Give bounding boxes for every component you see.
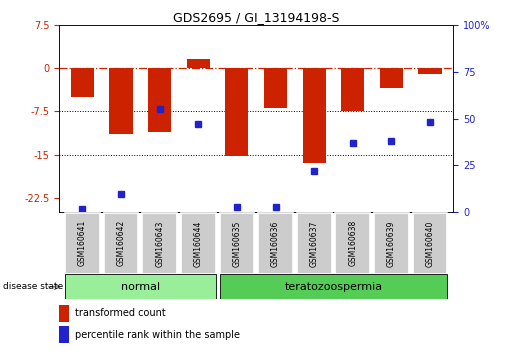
Bar xyxy=(264,68,287,108)
Bar xyxy=(219,213,254,274)
Text: percentile rank within the sample: percentile rank within the sample xyxy=(75,330,240,339)
Text: GSM160635: GSM160635 xyxy=(232,220,242,267)
Text: GSM160636: GSM160636 xyxy=(271,220,280,267)
Bar xyxy=(59,326,69,343)
Bar xyxy=(302,68,325,163)
Bar xyxy=(104,213,139,274)
Text: GSM160637: GSM160637 xyxy=(310,220,319,267)
Text: transformed count: transformed count xyxy=(75,308,166,318)
Text: GSM160638: GSM160638 xyxy=(348,220,357,267)
Text: GSM160643: GSM160643 xyxy=(155,220,164,267)
Bar xyxy=(374,213,409,274)
Text: GSM160640: GSM160640 xyxy=(425,220,435,267)
Bar xyxy=(186,59,210,68)
Bar xyxy=(59,305,69,322)
Text: teratozoospermia: teratozoospermia xyxy=(284,282,383,292)
Bar xyxy=(142,213,177,274)
Bar xyxy=(335,213,370,274)
Bar xyxy=(258,213,293,274)
Text: normal: normal xyxy=(121,282,160,292)
Bar xyxy=(65,274,216,299)
Text: GSM160644: GSM160644 xyxy=(194,220,203,267)
Bar xyxy=(226,68,248,156)
Title: GDS2695 / GI_13194198-S: GDS2695 / GI_13194198-S xyxy=(173,11,339,24)
Bar xyxy=(181,213,216,274)
Bar xyxy=(109,68,132,135)
Bar xyxy=(219,274,448,299)
Text: disease state: disease state xyxy=(3,282,63,291)
Bar xyxy=(418,68,441,74)
Bar xyxy=(71,68,94,97)
Bar xyxy=(148,68,171,132)
Text: GSM160642: GSM160642 xyxy=(116,220,126,267)
Bar xyxy=(297,213,332,274)
Text: GSM160639: GSM160639 xyxy=(387,220,396,267)
Bar xyxy=(413,213,448,274)
Bar xyxy=(341,68,364,112)
Text: GSM160641: GSM160641 xyxy=(78,220,87,267)
Bar xyxy=(65,213,100,274)
Bar xyxy=(380,68,403,88)
